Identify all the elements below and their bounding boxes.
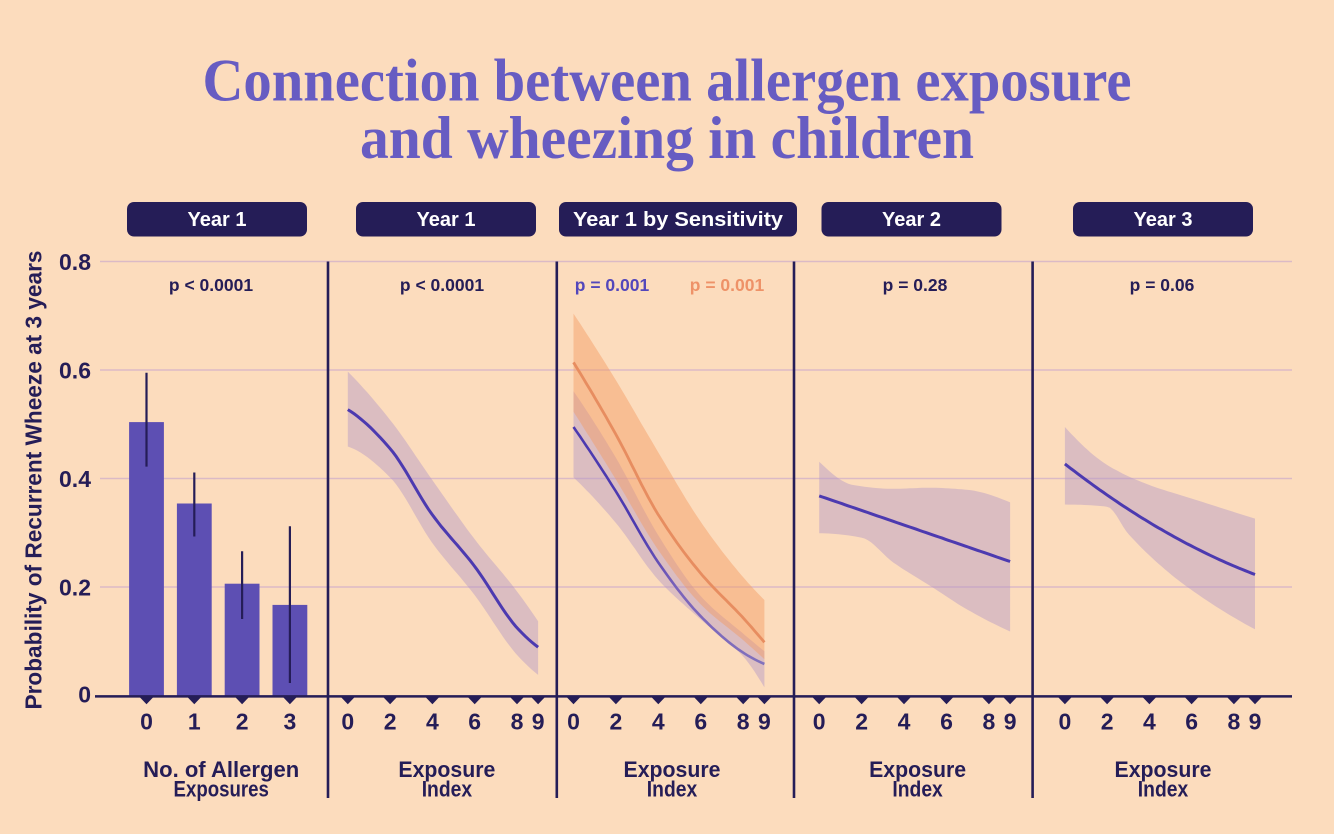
svg-text:0: 0	[567, 708, 580, 734]
svg-text:and wheezing in children: and wheezing in children	[360, 105, 974, 171]
svg-text:0.8: 0.8	[59, 249, 91, 275]
svg-text:Year 2: Year 2	[882, 209, 941, 231]
svg-text:0: 0	[78, 682, 91, 708]
svg-text:Probability of Recurrent Wheez: Probability of Recurrent Wheeze at 3 yea…	[21, 251, 47, 710]
svg-text:p = 0.001: p = 0.001	[575, 275, 650, 295]
svg-text:8: 8	[1228, 708, 1241, 734]
svg-text:0.4: 0.4	[59, 466, 91, 492]
svg-text:4: 4	[426, 708, 439, 734]
svg-text:2: 2	[1101, 708, 1114, 734]
svg-text:2: 2	[236, 708, 249, 734]
svg-text:Index: Index	[892, 777, 943, 802]
svg-text:0.2: 0.2	[59, 575, 91, 601]
svg-text:0: 0	[140, 708, 153, 734]
svg-text:Exposure: Exposure	[398, 757, 495, 782]
svg-text:Year 1: Year 1	[417, 209, 476, 231]
svg-text:2: 2	[610, 708, 623, 734]
svg-text:0: 0	[1059, 708, 1072, 734]
svg-text:9: 9	[1249, 708, 1262, 734]
svg-text:Exposure: Exposure	[624, 757, 721, 782]
svg-text:4: 4	[1143, 708, 1156, 734]
svg-text:9: 9	[1004, 708, 1017, 734]
svg-text:6: 6	[468, 708, 481, 734]
svg-text:2: 2	[855, 708, 868, 734]
svg-text:Exposure: Exposure	[869, 757, 966, 782]
svg-text:Index: Index	[1138, 777, 1189, 802]
svg-text:Exposures: Exposures	[174, 777, 269, 802]
svg-text:8: 8	[983, 708, 996, 734]
svg-text:0: 0	[341, 708, 354, 734]
svg-text:Connection between allergen ex: Connection between allergen exposure	[203, 48, 1132, 114]
svg-text:Exposure: Exposure	[1115, 757, 1212, 782]
svg-text:p = 0.06: p = 0.06	[1130, 275, 1195, 295]
svg-text:8: 8	[737, 708, 750, 734]
svg-text:4: 4	[652, 708, 665, 734]
svg-text:p = 0.001: p = 0.001	[690, 275, 765, 295]
svg-text:No. of Allergen: No. of Allergen	[143, 757, 299, 782]
svg-text:1: 1	[188, 708, 201, 734]
svg-text:Year 1: Year 1	[188, 209, 247, 231]
svg-text:p < 0.0001: p < 0.0001	[169, 275, 253, 295]
svg-text:9: 9	[758, 708, 771, 734]
svg-text:Index: Index	[647, 777, 698, 802]
svg-text:2: 2	[384, 708, 397, 734]
svg-text:Index: Index	[422, 777, 473, 802]
svg-text:6: 6	[694, 708, 707, 734]
svg-text:p < 0.0001: p < 0.0001	[400, 275, 484, 295]
svg-text:6: 6	[1185, 708, 1198, 734]
svg-text:0.6: 0.6	[59, 358, 91, 384]
svg-text:8: 8	[511, 708, 524, 734]
svg-text:9: 9	[532, 708, 545, 734]
svg-text:6: 6	[940, 708, 953, 734]
svg-text:p = 0.28: p = 0.28	[883, 275, 948, 295]
svg-text:3: 3	[284, 708, 297, 734]
svg-text:Year 3: Year 3	[1134, 209, 1193, 231]
svg-text:0: 0	[813, 708, 826, 734]
svg-text:Year 1 by Sensitivity: Year 1 by Sensitivity	[573, 209, 784, 231]
svg-text:4: 4	[898, 708, 911, 734]
